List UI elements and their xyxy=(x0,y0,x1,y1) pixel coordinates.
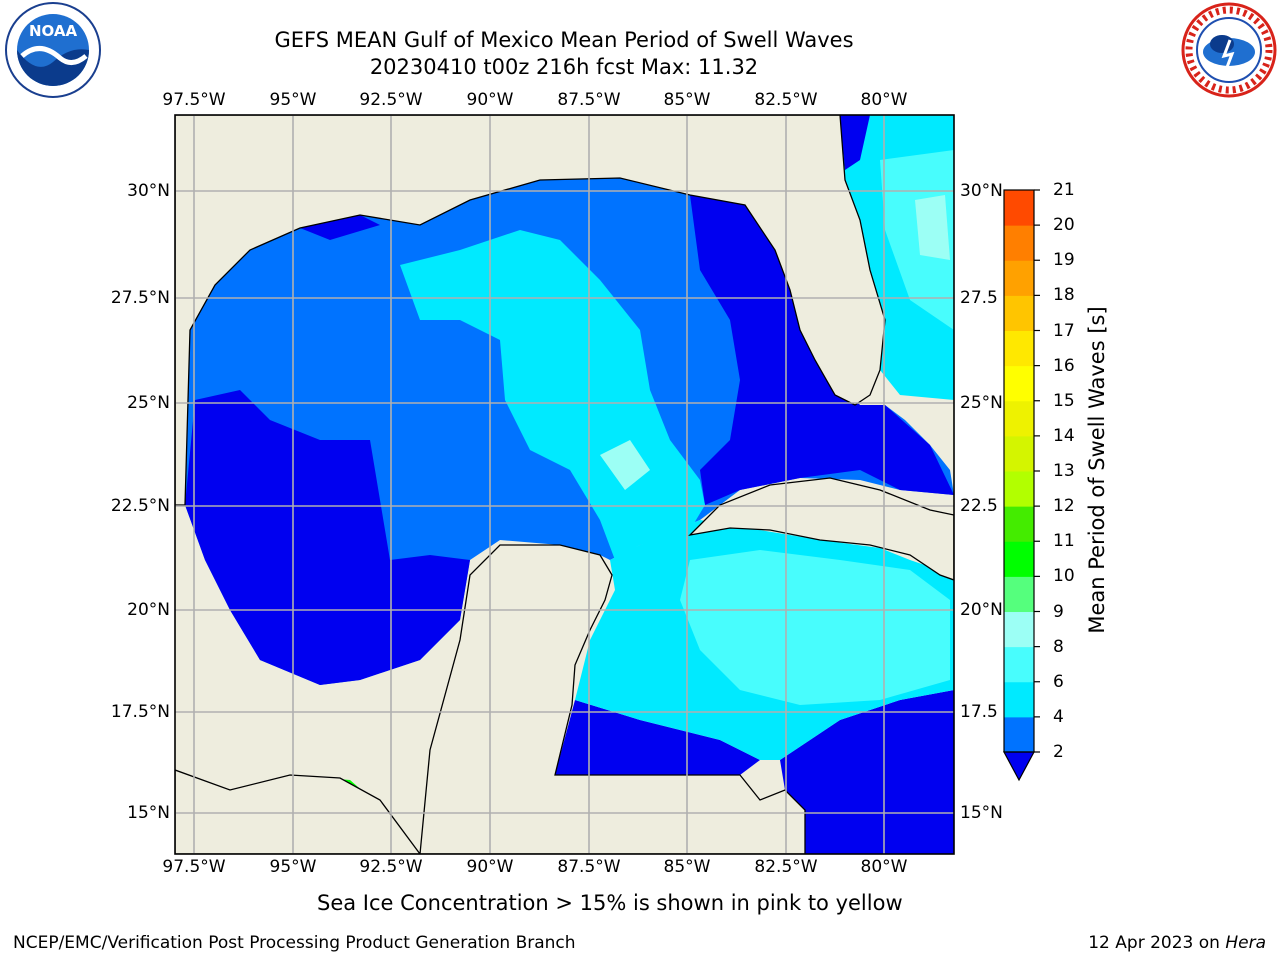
colorbar-swatch xyxy=(1004,611,1034,648)
lon-label-bottom: 95°W xyxy=(269,857,317,877)
swell-band-pale-cyan-atlantic xyxy=(915,195,950,260)
colorbar xyxy=(1002,189,1040,782)
colorbar-tick-label: 12 xyxy=(1053,496,1075,517)
lon-label-bottom: 90°W xyxy=(466,857,514,877)
footer-date-text: 12 Apr 2023 on xyxy=(1088,933,1226,953)
colorbar-swatch xyxy=(1004,365,1034,402)
footer-machine: Hera xyxy=(1225,933,1266,953)
colorbar-tick-label: 2 xyxy=(1053,742,1064,762)
swell-band-deep-north xyxy=(300,215,380,240)
colorbar-tick-label: 10 xyxy=(1053,566,1075,587)
colorbar-swatch xyxy=(1004,260,1034,296)
lat-label-left: 30°N xyxy=(127,181,170,201)
colorbar-tick-label: 15 xyxy=(1053,390,1075,411)
lat-label-right: 17.5 xyxy=(960,702,998,722)
chart-title: GEFS MEAN Gulf of Mexico Mean Period of … xyxy=(274,28,854,52)
colorbar-label: Mean Period of Swell Waves [s] xyxy=(1085,306,1109,634)
colorbar-swatch xyxy=(1004,225,1034,261)
lon-label-bottom: 80°W xyxy=(860,857,908,877)
colorbar-swatch xyxy=(1004,576,1034,613)
lon-label-top: 80°W xyxy=(860,90,908,110)
swell-band-light-cyan-atlantic xyxy=(880,150,954,330)
colorbar-tick-label: 6 xyxy=(1053,671,1064,692)
lon-label-top: 82.5°W xyxy=(754,90,818,110)
colorbar-swatch xyxy=(1004,295,1034,332)
lon-label-bottom: 97.5°W xyxy=(162,857,226,877)
colorbar-tick-label: 8 xyxy=(1053,636,1064,657)
footer-date: 12 Apr 2023 on Hera xyxy=(1088,933,1266,953)
lon-label-bottom: 85°W xyxy=(663,857,711,877)
lat-label-right: 20°N xyxy=(960,600,1003,620)
land-yucatan xyxy=(419,544,806,854)
swell-band-deep-south xyxy=(555,700,760,775)
colorbar-swatch xyxy=(1004,435,1034,472)
colorbar-swatch xyxy=(1004,646,1034,683)
colorbar-swatch xyxy=(1004,716,1034,753)
colorbar-swatch xyxy=(1004,330,1034,367)
lon-label-top: 92.5°W xyxy=(359,90,423,110)
lat-label-right: 30°N xyxy=(960,181,1003,201)
lon-label-top: 87.5°W xyxy=(557,90,621,110)
swell-band-light-cyan xyxy=(680,550,950,705)
lon-label-bottom: 87.5°W xyxy=(557,857,621,877)
lat-label-right: 15°N xyxy=(960,803,1003,823)
land-us-gulf-coast xyxy=(175,115,886,506)
noaa-logo: NOAA xyxy=(0,0,106,100)
colorbar-tick-label: 9 xyxy=(1053,601,1064,622)
colorbar-tick-label: 4 xyxy=(1053,706,1064,727)
colorbar-swatch xyxy=(1004,190,1034,226)
lon-label-bottom: 92.5°W xyxy=(359,857,423,877)
lat-label-left: 22.5°N xyxy=(110,496,170,516)
lon-label-top: 90°W xyxy=(466,90,514,110)
colorbar-swatch xyxy=(1004,681,1034,718)
colorbar-swatch xyxy=(1004,471,1034,507)
colorbar-tick-label: 14 xyxy=(1053,425,1075,446)
colorbar-tick-label: 11 xyxy=(1053,531,1075,552)
sea-ice-note: Sea Ice Concentration > 15% is shown in … xyxy=(317,891,903,915)
map-area xyxy=(175,115,954,854)
lat-label-right: 22.5 xyxy=(960,496,998,516)
colorbar-tick-label: 16 xyxy=(1053,355,1075,376)
lon-label-top: 97.5°W xyxy=(162,90,226,110)
colorbar-tick-label: 13 xyxy=(1053,461,1075,481)
colorbar-swatch xyxy=(1004,541,1034,577)
nws-logo xyxy=(1178,0,1280,100)
lon-label-top: 95°W xyxy=(269,90,317,110)
colorbar-tick-label: 20 xyxy=(1053,215,1075,236)
colorbar-swatch xyxy=(1004,400,1034,437)
lat-label-left: 17.5°N xyxy=(110,702,170,722)
lat-label-left: 15°N xyxy=(127,803,170,823)
graticule xyxy=(175,115,954,854)
colorbar-swatch xyxy=(1004,506,1034,542)
colorbar-tick-label: 21 xyxy=(1053,180,1075,200)
lon-label-top: 85°W xyxy=(663,90,711,110)
swell-band-deep-atlantic xyxy=(840,115,870,170)
land-mexico-yucatan xyxy=(175,769,421,854)
map-frame xyxy=(174,114,955,855)
lat-label-right: 25°N xyxy=(960,393,1003,413)
footer-credit: NCEP/EMC/Verification Post Processing Pr… xyxy=(13,933,576,953)
lon-label-bottom: 82.5°W xyxy=(754,857,818,877)
swell-band-deep-ne xyxy=(690,195,860,505)
lat-label-left: 25°N xyxy=(127,393,170,413)
swell-band-pale-cyan-1 xyxy=(600,440,650,490)
colorbar-tick-label: 17 xyxy=(1053,320,1075,341)
colorbar-tick-label: 19 xyxy=(1053,250,1075,271)
lat-label-left: 20°N xyxy=(127,600,170,620)
colorbar-extend-arrow xyxy=(1002,751,1036,782)
lat-label-left: 27.5°N xyxy=(110,288,170,308)
noaa-logo-text: NOAA xyxy=(29,22,78,40)
colorbar-tick-label: 18 xyxy=(1053,285,1075,306)
lat-label-right: 27.5 xyxy=(960,288,998,308)
swell-band-deep-west xyxy=(185,390,470,685)
chart-subtitle: 20230410 t00z 216h fcst Max: 11.32 xyxy=(369,55,759,79)
